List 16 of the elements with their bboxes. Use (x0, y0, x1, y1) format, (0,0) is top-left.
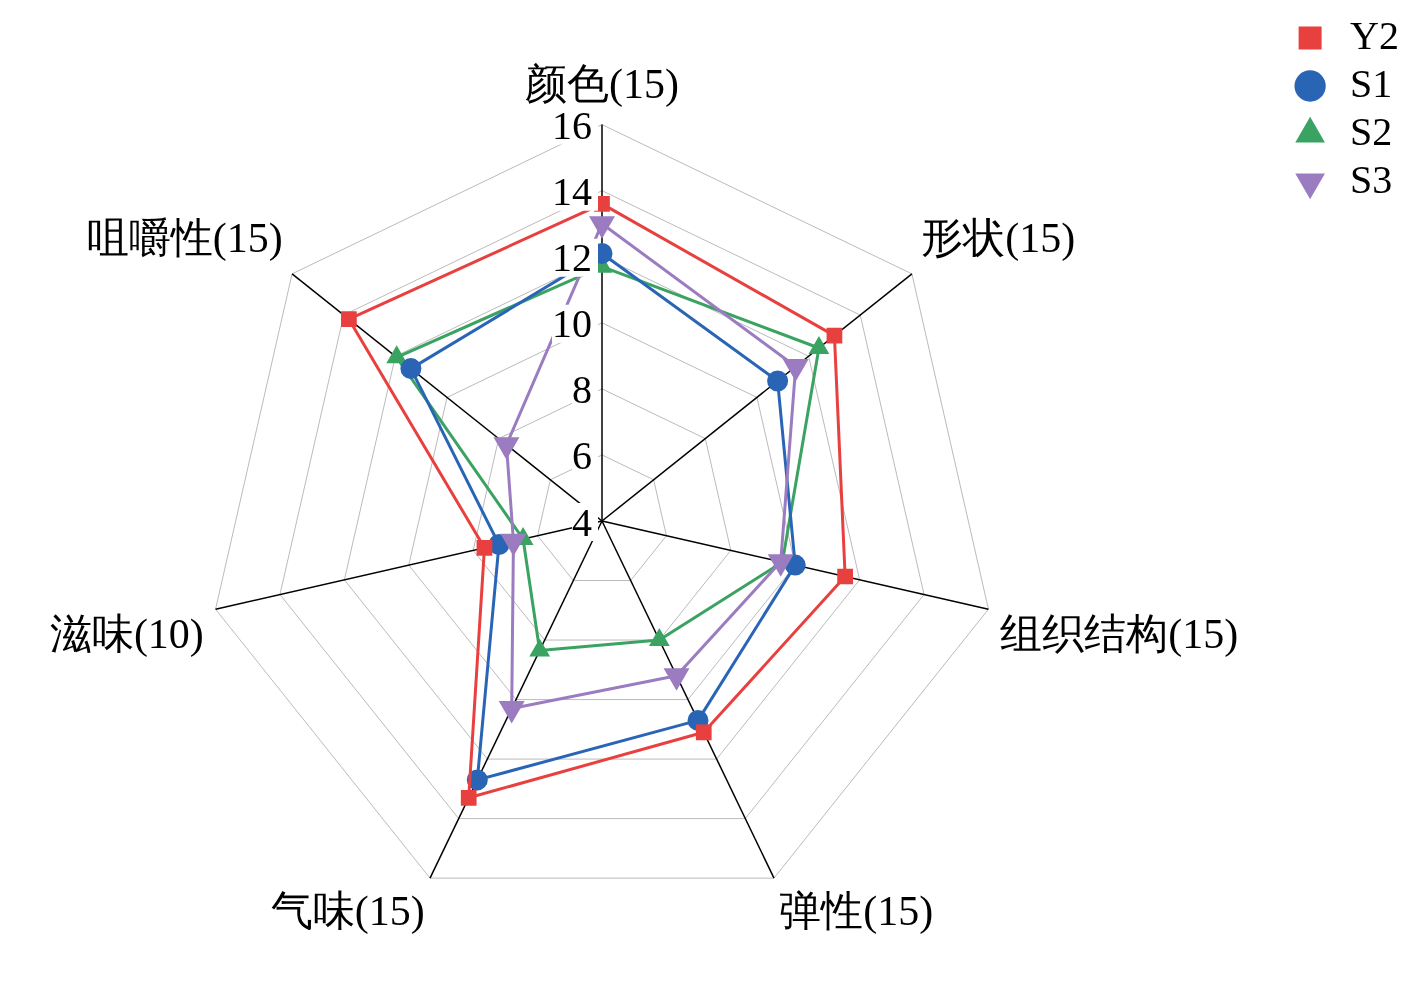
spoke-label: 弹性(15) (779, 888, 934, 936)
y-tick-label: 8 (572, 367, 592, 413)
spoke-label: 组织结构(15) (1000, 611, 1239, 659)
legend-label: S2 (1350, 108, 1393, 154)
y-tick-label: 10 (552, 301, 592, 347)
y-tick-label: 14 (552, 169, 592, 215)
legend-label: S3 (1350, 156, 1393, 202)
y-tick-label: 12 (552, 235, 592, 281)
spoke-label: 滋味(10) (49, 611, 204, 659)
y-tick-label: 4 (572, 499, 592, 545)
legend-label: Y2 (1350, 12, 1399, 58)
spoke-label: 气味(15) (270, 888, 425, 936)
spoke-label: 形状(15) (921, 215, 1076, 263)
spoke-label: 咀嚼性(15) (86, 215, 283, 263)
y-tick-label: 6 (572, 433, 592, 479)
legend-label: S1 (1350, 60, 1393, 106)
